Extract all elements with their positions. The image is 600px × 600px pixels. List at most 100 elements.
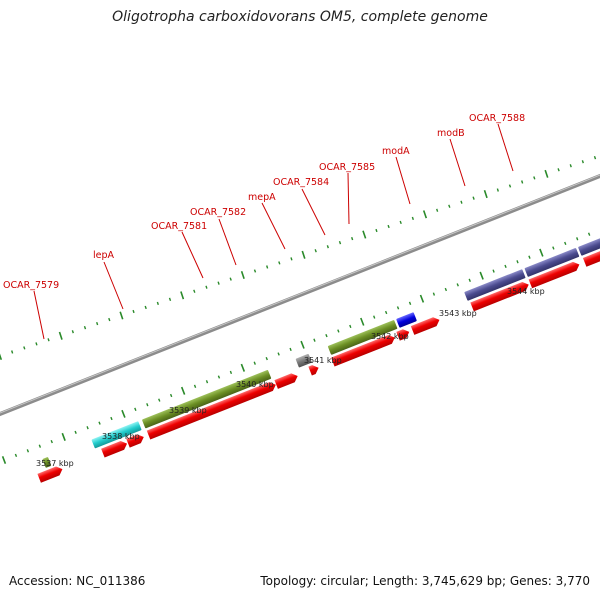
tick-major [360,317,365,326]
tick-minor [587,232,591,236]
tick-minor [508,184,512,188]
tick-minor [50,439,53,444]
tick-minor [289,347,292,352]
tick-minor [47,338,50,342]
cds-arrow[interactable] [274,372,299,389]
accession-text: Accession: NC_011386 [9,574,146,588]
feature-blue-ocar-7585[interactable] [396,312,417,328]
tick-minor [193,384,197,388]
tick-minor [384,310,388,315]
gene-label-ocar-7579[interactable]: OCAR_7579 [3,280,59,291]
cds-arrow[interactable] [308,363,320,376]
cds-arrow[interactable] [396,327,411,341]
genome-backbone-highlight [0,174,600,414]
tick-minor [193,289,196,293]
tick-major [422,210,428,219]
tick-minor [38,444,42,448]
cds-arrow[interactable] [582,241,600,267]
tick-minor [373,315,376,319]
tick-minor [290,257,293,261]
tick-minor [387,224,390,229]
cds-arrow[interactable] [146,380,278,440]
cds-arrow[interactable] [410,315,441,335]
tick-row-lower [1,232,591,464]
tick-minor [581,160,584,164]
tick-minor [552,246,555,250]
tick-major [301,250,306,259]
tick-minor [205,285,208,289]
feature-gray-ocar-7582[interactable] [295,353,312,368]
cds-arrow[interactable] [331,333,397,367]
tick-major [544,169,549,178]
feature-cyan-ocar-7579[interactable] [91,421,142,449]
gene-label-moda[interactable]: modA [382,146,410,157]
tick-minor [472,196,475,200]
gene-labels: OCAR_7579 lepA OCAR_7581 OCAR_7582 mepA … [3,113,525,291]
genome-backbone [0,173,600,417]
tick-minor [108,317,111,322]
gene-label-mepa[interactable]: mepA [248,192,276,203]
feature-purple-moda[interactable] [464,269,526,301]
tick-minor [146,403,149,407]
tick-minor [436,208,439,212]
tick-major [479,271,484,280]
cds-track [37,241,600,483]
feature-purple-ocar-7588[interactable] [578,228,600,256]
tick-minor [314,249,317,253]
gene-label-ocar-7585[interactable]: OCAR_7585 [319,162,375,173]
gene-label-lepa[interactable]: lepA [93,250,115,261]
cds-arrow[interactable] [528,260,581,289]
tick-minor [557,168,560,172]
genome-summary-text: Topology: circular; Length: 3,745,629 bp… [260,574,590,588]
gene-label-ocar-7588[interactable]: OCAR_7588 [469,113,525,124]
tick-minor [169,393,173,398]
tick-major [419,294,425,303]
tick-minor [504,264,507,269]
tick-minor [516,260,519,264]
tick-minor [349,324,352,329]
tick-major [483,190,488,199]
tick-minor [26,449,30,453]
kbp-label: 3540 kbp [236,380,274,389]
tick-minor [205,380,209,384]
tick-minor [326,245,329,249]
gene-label-modb[interactable]: modB [437,128,465,139]
tick-major [1,456,7,464]
tick-major [180,291,185,300]
feature-olive-lepa[interactable] [142,370,272,429]
tick-minor [23,346,26,350]
tick-minor [576,237,579,241]
tick-minor [158,398,161,402]
gene-label-ocar-7584[interactable]: OCAR_7584 [273,177,329,188]
cds-arrow[interactable] [101,439,129,458]
tick-minor [468,278,471,282]
kbp-label: 3538 kbp [102,432,140,441]
tick-minor [396,306,400,310]
cds-arrow[interactable] [470,280,530,312]
tick-minor [217,281,220,285]
tick-minor [11,350,14,354]
tick-minor [278,261,281,265]
feature-purple-modb[interactable] [524,248,580,277]
tick-minor [564,241,567,246]
tick-minor [375,228,378,233]
cds-arrow[interactable] [126,433,145,448]
label-leaders [33,123,514,340]
kbp-label: 3544 kbp [507,287,545,296]
tick-row-upper [0,155,597,361]
feature-olive-left-edge[interactable] [42,457,52,468]
map-title: Oligotropha carboxidovorans OM5, complet… [112,9,488,25]
feature-olive-ocar-7584[interactable] [327,320,398,355]
tick-minor [277,352,280,356]
tick-minor [86,426,89,430]
tick-major [58,331,63,340]
tick-minor [265,356,268,361]
tick-minor [460,200,463,204]
gene-label-ocar-7581[interactable]: OCAR_7581 [151,221,207,232]
gene-label-ocar-7582[interactable]: OCAR_7582 [190,207,246,218]
tick-minor [144,305,147,310]
cds-arrow[interactable] [37,465,64,483]
tick-minor [253,361,256,365]
tick-minor [217,375,221,379]
